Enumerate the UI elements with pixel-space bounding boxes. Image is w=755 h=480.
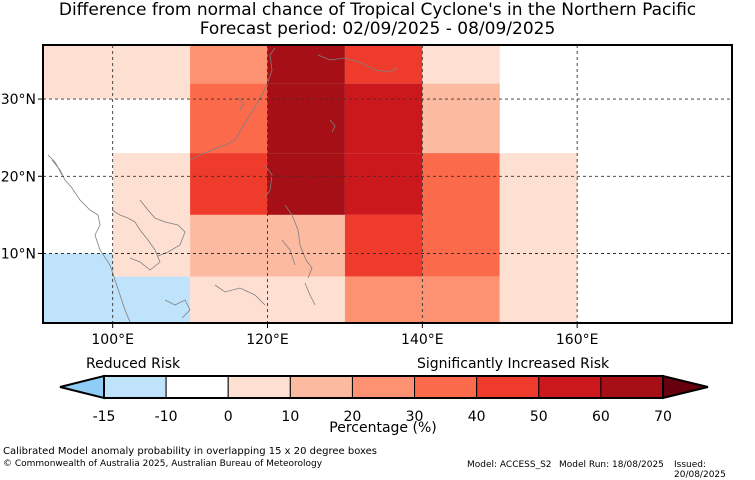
colorbar: -15 -10 0 10 20 30 40 50 60 70 bbox=[59, 374, 709, 425]
colorbar-tick-label: 70 bbox=[654, 409, 672, 425]
map-title-line1: Difference from normal chance of Tropica… bbox=[58, 0, 697, 20]
lat-tick-label: 30°N bbox=[1, 92, 36, 108]
colorbar-tick-label: 40 bbox=[468, 409, 486, 425]
anomaly-cell bbox=[190, 214, 268, 277]
lon-tick-label: 120°E bbox=[246, 332, 289, 348]
model-name: Model: ACCESS_S2 bbox=[467, 460, 552, 470]
colorbar-xlabel: Percentage (%) bbox=[329, 420, 437, 436]
lat-lon-grid bbox=[43, 45, 732, 323]
anomaly-cell bbox=[190, 45, 268, 84]
coastline bbox=[47, 47, 399, 323]
anomaly-cell bbox=[112, 153, 191, 215]
copyright: © Commonwealth of Australia 2025, Austra… bbox=[3, 459, 323, 469]
anomaly-cell bbox=[422, 45, 500, 84]
reduced-risk-label: Reduced Risk bbox=[86, 356, 181, 372]
anomaly-cell bbox=[344, 83, 423, 154]
map-title-line2: Forecast period: 02/09/2025 - 08/09/2025 bbox=[199, 19, 556, 39]
colorbar-tick-label: 20 bbox=[344, 409, 362, 425]
caption: Calibrated Model anomaly probability in … bbox=[3, 446, 378, 457]
lat-tick-label: 20°N bbox=[1, 169, 36, 185]
anomaly-cell bbox=[344, 214, 423, 277]
map-svg: 100°E 120°E 140°E 160°E 30°N 20°N 10°N -15 -10… bbox=[1, 44, 733, 425]
colorbar-under-triangle bbox=[59, 374, 105, 400]
lon-ticks: 100°E 120°E 140°E 160°E bbox=[91, 323, 598, 348]
anomaly-cell bbox=[190, 276, 268, 323]
anomaly-cell bbox=[577, 45, 655, 84]
anomaly-cell bbox=[422, 153, 500, 277]
anomaly-cell bbox=[499, 153, 578, 323]
anomaly-cell bbox=[43, 45, 191, 100]
anomaly-cell bbox=[344, 276, 423, 323]
anomaly-cell bbox=[267, 83, 345, 154]
anomaly-cell bbox=[43, 99, 113, 215]
increased-risk-label: Significantly Increased Risk bbox=[417, 356, 610, 372]
anomaly-cell bbox=[267, 276, 345, 323]
anomaly-cell bbox=[422, 276, 500, 323]
colorbar-frame bbox=[103, 375, 664, 399]
anomaly-cell bbox=[267, 153, 345, 215]
lon-tick-label: 100°E bbox=[91, 332, 134, 348]
anomaly-cell bbox=[344, 45, 423, 84]
colorbar-tick-label: -10 bbox=[155, 409, 178, 425]
colorbar-swatch bbox=[351, 375, 416, 399]
colorbar-swatch bbox=[476, 375, 540, 399]
anomaly-cell bbox=[422, 83, 500, 154]
colorbar-swatch bbox=[600, 375, 664, 399]
anomaly-cell bbox=[344, 153, 423, 215]
lat-tick-label: 10°N bbox=[1, 247, 36, 263]
colorbar-swatch bbox=[289, 375, 353, 399]
anomaly-cells bbox=[43, 45, 732, 323]
model-run: Model Run: 18/08/2025 bbox=[559, 460, 664, 470]
lat-ticks: 30°N 20°N 10°N bbox=[1, 92, 43, 263]
colorbar-swatch bbox=[538, 375, 602, 399]
lon-tick-label: 140°E bbox=[401, 332, 444, 348]
anomaly-cell bbox=[654, 45, 732, 323]
anomaly-cell bbox=[190, 83, 268, 154]
colorbar-tick-label: -15 bbox=[93, 409, 116, 425]
colorbar-tick-label: 60 bbox=[592, 409, 610, 425]
colorbar-tick-label: 0 bbox=[224, 409, 233, 425]
anomaly-cell bbox=[190, 153, 268, 215]
anomaly-cell bbox=[267, 45, 345, 84]
colorbar-swatch bbox=[227, 375, 291, 399]
issued-date: Issued: 20/08/2025 bbox=[674, 460, 726, 480]
colorbar-tick-label: 30 bbox=[406, 409, 424, 425]
colorbar-over-triangle bbox=[662, 374, 709, 400]
lon-tick-label: 160°E bbox=[556, 332, 599, 348]
map-frame bbox=[42, 44, 733, 324]
colorbar-tick-label: 10 bbox=[281, 409, 299, 425]
colorbar-swatch bbox=[414, 375, 478, 399]
colorbar-swatch bbox=[103, 375, 167, 399]
anomaly-cell bbox=[267, 214, 345, 277]
anomaly-cell bbox=[43, 214, 113, 254]
colorbar-tick-label: 50 bbox=[530, 409, 548, 425]
colorbar-swatch bbox=[165, 375, 229, 399]
